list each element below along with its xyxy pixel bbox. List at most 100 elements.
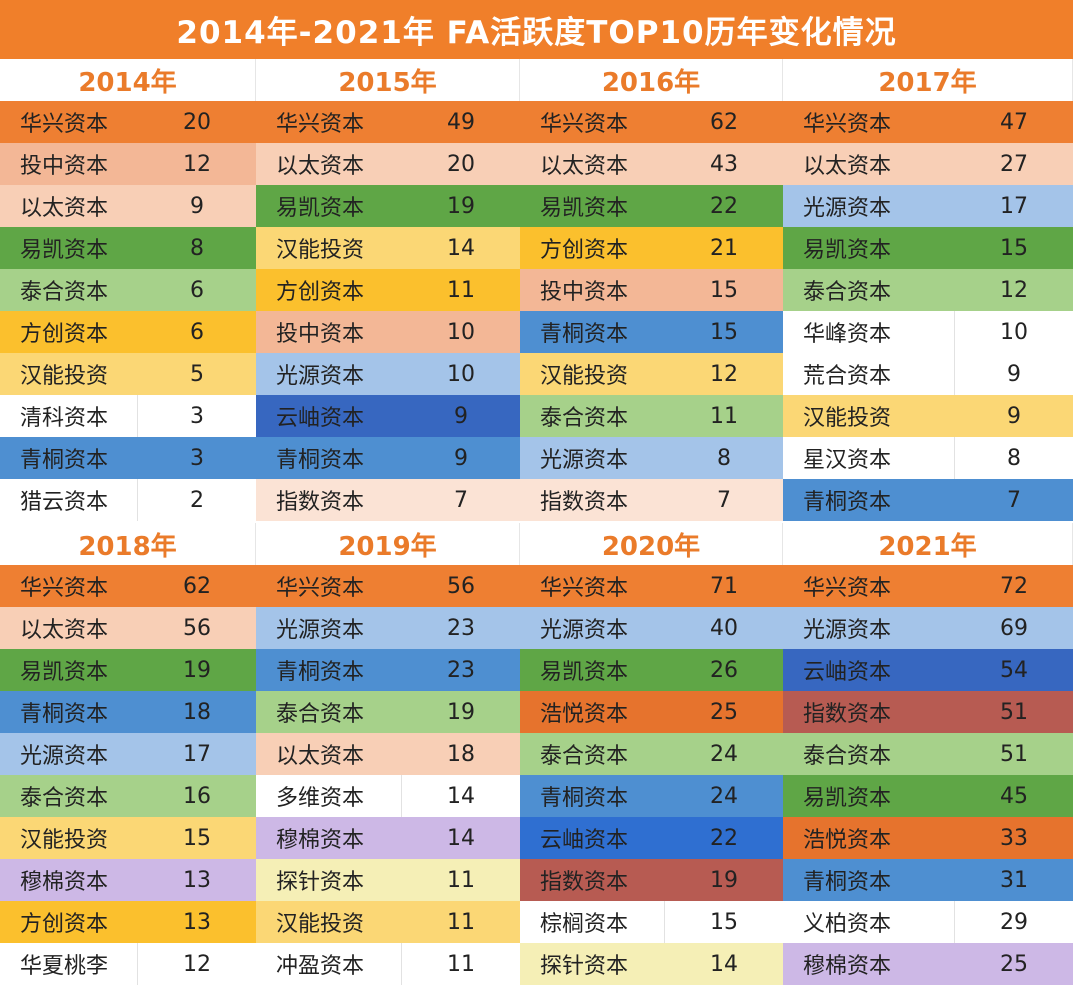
table-row: 以太资本 56 [0,607,256,649]
table-row: 泰合资本 19 [256,691,520,733]
deal-count: 12 [1000,277,1028,303]
deal-count: 24 [710,783,738,809]
table-row: 投中资本 15 [520,269,783,311]
cell-divider [137,943,138,985]
table-row: 以太资本 18 [256,733,520,775]
deal-count: 15 [710,909,738,935]
firm-name: 穆棉资本 [276,828,365,853]
firm-name: 汉能投资 [20,364,109,389]
deal-count: 14 [447,825,475,851]
table-row: 青桐资本 3 [0,437,256,479]
deal-count: 56 [447,573,475,599]
table-row: 汉能投资 14 [256,227,520,269]
table-row: 汉能投资 15 [0,817,256,859]
deal-count: 18 [447,741,475,767]
firm-name: 青桐资本 [20,448,109,473]
firm-name: 泰合资本 [20,786,109,811]
table-row: 泰合资本 12 [783,269,1073,311]
deal-count: 27 [1000,151,1028,177]
table-row: 青桐资本 18 [0,691,256,733]
firm-name: 义柏资本 [803,912,892,937]
table-row: 穆棉资本 14 [256,817,520,859]
cell-divider [137,395,138,437]
deal-count: 2 [190,487,204,513]
table-row: 穆棉资本 13 [0,859,256,901]
table-row: 以太资本 9 [0,185,256,227]
firm-name: 光源资本 [276,618,365,643]
deal-count: 47 [1000,109,1028,135]
deal-count: 8 [1007,445,1021,471]
firm-name: 光源资本 [540,618,629,643]
table-row: 青桐资本 7 [783,479,1073,521]
cell-divider [954,353,955,395]
chart-title: 2014年-2021年 FA活跃度TOP10历年变化情况 [0,0,1073,59]
firm-name: 指数资本 [540,870,629,895]
table-row: 云岫资本 22 [520,817,783,859]
deal-count: 15 [183,825,211,851]
table-row: 穆棉资本 25 [783,943,1073,985]
deal-count: 19 [447,193,475,219]
deal-count: 23 [447,657,475,683]
table-row: 光源资本 17 [0,733,256,775]
year-header-2018: 2018年 [0,523,256,565]
deal-count: 72 [1000,573,1028,599]
deal-count: 12 [710,361,738,387]
firm-name: 易凯资本 [540,660,629,685]
table-row: 义柏资本 29 [783,901,1073,943]
year-header-2014: 2014年 [0,59,256,101]
table-block-2018-2021: 2018年 2019年 2020年 2021年 华兴资本 62 以太资本 56 易凯资本 19 青桐… [0,523,1073,985]
table-row: 浩悦资本 33 [783,817,1073,859]
deal-count: 45 [1000,783,1028,809]
firm-name: 泰合资本 [803,280,892,305]
deal-count: 11 [447,277,475,303]
deal-count: 11 [447,909,475,935]
firm-name: 光源资本 [20,744,109,769]
deal-count: 17 [1000,193,1028,219]
firm-name: 泰合资本 [803,744,892,769]
firm-name: 穆棉资本 [20,870,109,895]
firm-name: 华兴资本 [276,112,365,137]
table-row: 华兴资本 62 [0,565,256,607]
table-row: 青桐资本 15 [520,311,783,353]
deal-count: 13 [183,867,211,893]
table-row: 光源资本 69 [783,607,1073,649]
year-header-2021: 2021年 [783,523,1073,565]
table-row: 以太资本 27 [783,143,1073,185]
deal-count: 23 [447,615,475,641]
year-header-row: 2014年 2015年 2016年 2017年 [0,59,1073,101]
deal-count: 8 [717,445,731,471]
firm-name: 光源资本 [540,448,629,473]
year-header-row: 2018年 2019年 2020年 2021年 [0,523,1073,565]
firm-name: 以太资本 [540,154,629,179]
firm-name: 方创资本 [20,912,109,937]
table-row: 光源资本 10 [256,353,520,395]
table-row: 星汉资本 8 [783,437,1073,479]
deal-count: 11 [447,867,475,893]
firm-name: 汉能投资 [276,912,365,937]
firm-name: 浩悦资本 [803,828,892,853]
deal-count: 9 [1007,361,1021,387]
cell-divider [954,311,955,353]
firm-name: 投中资本 [540,280,629,305]
table-row: 光源资本 40 [520,607,783,649]
year-header-2017: 2017年 [783,59,1073,101]
firm-name: 以太资本 [20,196,109,221]
table-row: 汉能投资 9 [783,395,1073,437]
year-header-2015: 2015年 [256,59,520,101]
table-row: 冲盈资本 11 [256,943,520,985]
firm-name: 易凯资本 [803,238,892,263]
deal-count: 14 [710,951,738,977]
deal-count: 16 [183,783,211,809]
firm-name: 以太资本 [276,154,365,179]
firm-name: 冲盈资本 [276,954,365,979]
cell-divider [401,943,402,985]
table-row: 青桐资本 31 [783,859,1073,901]
deal-count: 14 [447,235,475,261]
deal-count: 7 [454,487,468,513]
firm-name: 穆棉资本 [803,954,892,979]
table-row: 易凯资本 15 [783,227,1073,269]
table-row: 青桐资本 9 [256,437,520,479]
firm-name: 浩悦资本 [540,702,629,727]
table-row: 汉能投资 12 [520,353,783,395]
